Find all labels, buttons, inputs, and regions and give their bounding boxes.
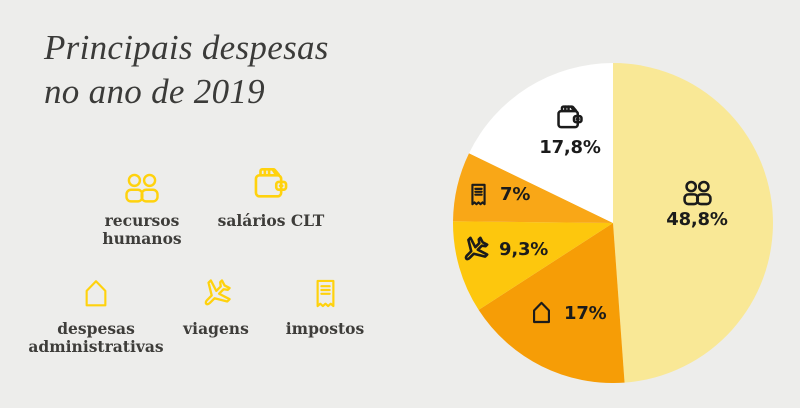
legend-label: recursos humanos: [102, 211, 182, 248]
pie-value: 48,8%: [666, 209, 728, 230]
legend-item-recursos-humanos: recursos humanos: [82, 158, 202, 247]
legend-item-salarios-clt: salários CLT: [211, 158, 331, 230]
legend-item-viagens: viagens: [156, 272, 276, 338]
page-title: Principais despesas no ano de 2019: [44, 26, 329, 114]
plane-icon: [459, 233, 492, 266]
wallet-icon: [250, 158, 292, 204]
pie-value: 17%: [564, 302, 607, 324]
pie-slice-viagens: [453, 221, 613, 310]
wallet-icon: [554, 101, 586, 133]
pie-value: 9,3%: [499, 239, 549, 260]
pie-chart: [453, 63, 773, 383]
pie-label-salarios-clt: 17,8%: [530, 101, 610, 158]
receipt-icon: [308, 272, 343, 312]
pie-value: 7%: [500, 184, 531, 205]
pie-label-despesas-administrativas: 17%: [528, 299, 607, 327]
pie-slice-despesas-administrativas: [478, 223, 625, 383]
receipt-icon: [465, 180, 492, 209]
plane-icon: [198, 272, 235, 312]
legend-label: despesas administrativas: [28, 319, 164, 356]
house-icon: [528, 299, 555, 327]
page-title-line2: no ano de 2019: [44, 72, 265, 111]
house-icon: [79, 272, 113, 312]
legend-item-despesas-administrativas: despesas administrativas: [16, 272, 176, 355]
legend-label: viagens: [183, 319, 249, 338]
pie-label-viagens: 9,3%: [459, 233, 548, 266]
people-icon: [680, 179, 715, 206]
pie-slice-recursos-humanos: [613, 63, 773, 383]
pie-label-recursos-humanos: 48,8%: [656, 179, 738, 230]
legend-label: impostos: [285, 319, 365, 338]
page-title-line1: Principais despesas: [44, 28, 329, 67]
pie-slice-salarios-clt: [469, 63, 613, 223]
pie-slice-impostos: [453, 153, 613, 223]
legend-label: salários CLT: [217, 211, 325, 230]
legend-item-impostos: impostos: [265, 272, 385, 338]
pie-label-impostos: 7%: [465, 180, 530, 209]
pie-value: 17,8%: [539, 137, 601, 158]
people-icon: [121, 158, 163, 204]
